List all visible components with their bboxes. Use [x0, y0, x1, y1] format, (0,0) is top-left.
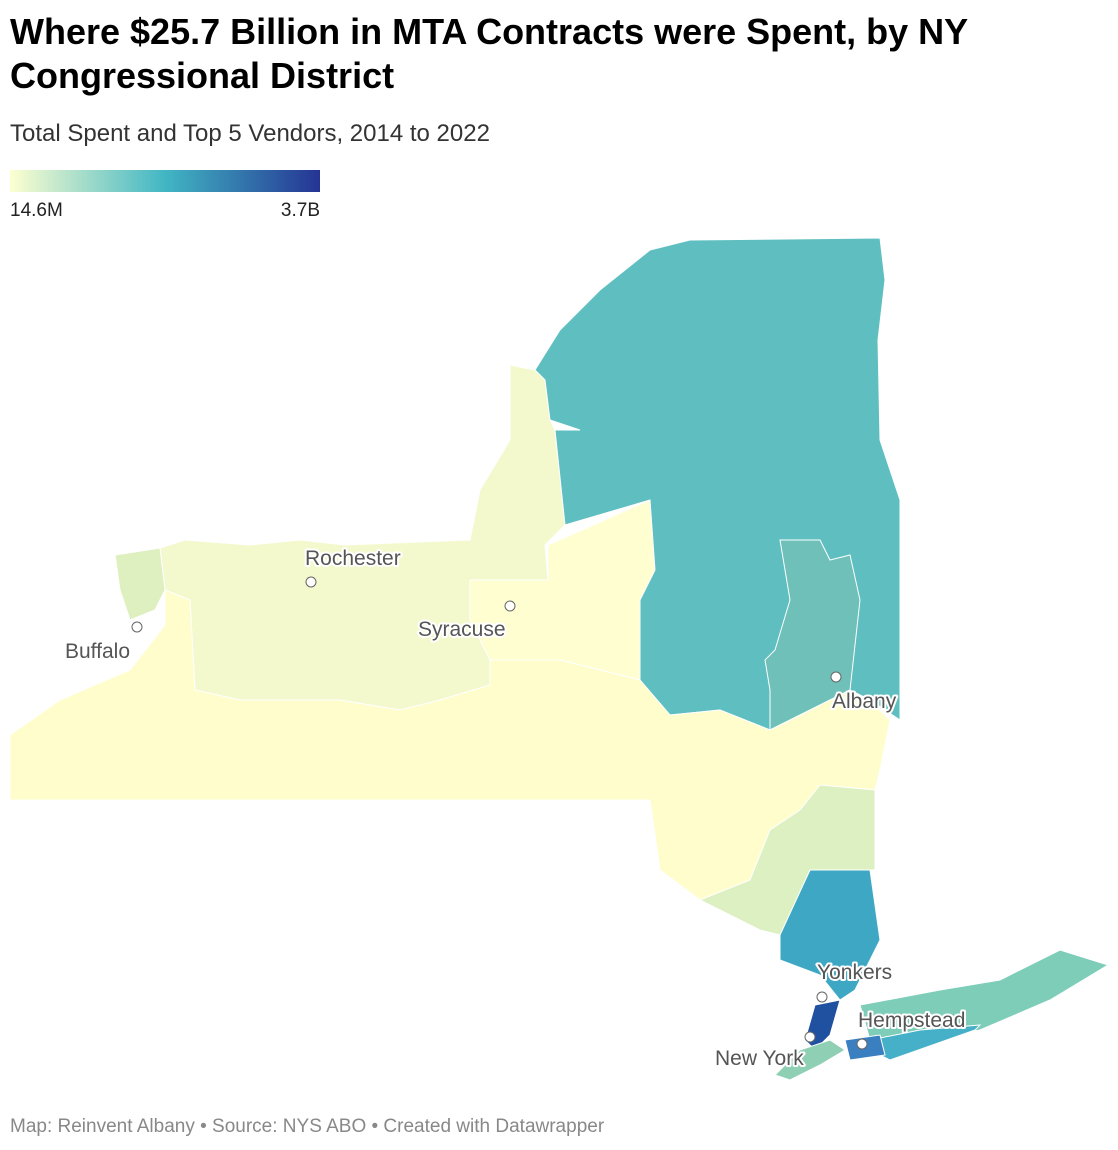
- city-label: New York: [715, 1047, 804, 1070]
- city-dot: [816, 991, 828, 1003]
- districts: [9, 237, 1110, 1081]
- legend-min: 14.6M: [10, 200, 63, 221]
- city-dot: [305, 576, 317, 588]
- district: [774, 1039, 846, 1081]
- legend-gradient: [10, 170, 320, 192]
- city-dot: [856, 1038, 868, 1050]
- city-label: Hempstead: [858, 1009, 965, 1032]
- city-label: Buffalo: [65, 640, 130, 663]
- title: Where $25.7 Billion in MTA Contracts wer…: [10, 11, 968, 96]
- city-dot: [504, 600, 516, 612]
- city-label: Syracuse: [418, 618, 506, 641]
- cities: Rochester Buffalo Syracuse Albany Yonker…: [63, 545, 967, 1072]
- city-label: Rochester: [305, 547, 401, 570]
- legend-max: 3.7B: [281, 200, 320, 221]
- city-label: Albany: [832, 690, 897, 713]
- city-dot: [131, 621, 143, 633]
- district: [114, 547, 166, 621]
- city-label: Yonkers: [817, 961, 892, 984]
- city-dot: [830, 671, 842, 683]
- footer: Map: Reinvent Albany • Source: NYS ABO •…: [10, 1116, 605, 1137]
- city-dot: [804, 1031, 816, 1043]
- subtitle: Total Spent and Top 5 Vendors, 2014 to 2…: [10, 120, 490, 147]
